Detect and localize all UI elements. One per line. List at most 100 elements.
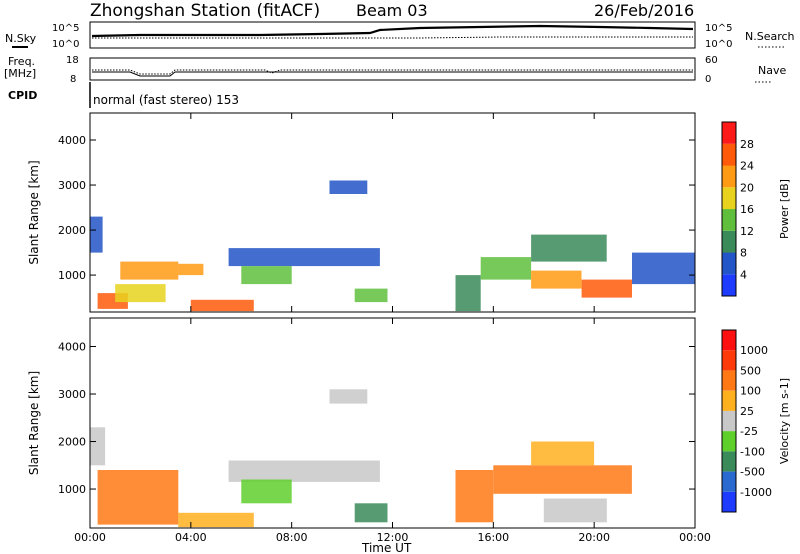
velocity-panel: 1000 2000 3000 4000 Slant Range [km] 1000 500 1… xyxy=(27,317,791,529)
colorbar-tick-label: -1000 xyxy=(740,486,772,499)
x-tick-label: 08:00 xyxy=(276,531,308,544)
colorbar-segment xyxy=(722,330,736,351)
y-tick-label: 2000 xyxy=(58,436,86,449)
freq-unit: [MHz] xyxy=(4,67,36,80)
scatter-region xyxy=(455,470,494,523)
panel-frame xyxy=(89,317,696,529)
x-tick-label: 16:00 xyxy=(477,531,509,544)
colorbar-tick-label: 16 xyxy=(740,203,754,216)
colorbar-frame xyxy=(721,329,737,513)
power-panel: 1000 2000 3000 4000 Slant Range [km] 4 8 12 16 20… xyxy=(27,112,791,313)
nave-line xyxy=(92,71,693,77)
nsky-label: N.Sky xyxy=(5,32,37,45)
time-axis: 00:00 04:00 08:00 12:00 16:00 20:00 00:00 xyxy=(74,113,711,544)
colorbar-tick-label: -100 xyxy=(740,445,765,458)
y-tick-label: 3000 xyxy=(58,388,86,401)
colorbar-tick-label: -500 xyxy=(740,466,765,479)
scatter-region xyxy=(531,441,595,466)
colorbar-segment xyxy=(722,350,736,371)
scatter-region xyxy=(190,299,254,312)
nave-label: Nave xyxy=(758,64,786,77)
freq-label: Freq. xyxy=(8,55,35,68)
scatter-region xyxy=(354,288,388,303)
colorbar-tick-label: 100 xyxy=(740,385,761,398)
scatter-region xyxy=(178,263,204,276)
colorbar-segment xyxy=(722,431,736,452)
x-tick-label: 00:00 xyxy=(679,531,711,544)
x-tick-label: 00:00 xyxy=(74,531,106,544)
scatter-region xyxy=(178,512,254,528)
freq-tick-bottom: 8 xyxy=(70,74,76,85)
scatter-region xyxy=(329,180,368,194)
scatter-region xyxy=(228,248,380,267)
scatter-region xyxy=(632,252,695,285)
scatter-region xyxy=(480,257,532,280)
scatter-region xyxy=(581,279,632,298)
noise-sky-line xyxy=(91,24,694,38)
cpid-label: CPID xyxy=(8,89,37,102)
scatter-region xyxy=(329,389,368,404)
colorbar-segment xyxy=(722,370,736,391)
station-title: Zhongshan Station (fitACF) xyxy=(90,1,320,21)
x-tick-label: 20:00 xyxy=(578,531,610,544)
colorbar-segment xyxy=(722,471,736,492)
y-tick-label: 3000 xyxy=(58,179,86,192)
scatter-region xyxy=(241,479,292,504)
y-tick-label: 4000 xyxy=(58,341,86,354)
colorbar-tick-label: 28 xyxy=(740,138,754,151)
colorbar-tick-label: 500 xyxy=(740,364,761,377)
colorbar-segment xyxy=(722,230,736,253)
colorbar-tick-label: 1000 xyxy=(740,344,768,357)
colorbar-segment xyxy=(722,390,736,411)
colorbar-label: Power [dB] xyxy=(778,179,791,239)
scatter-region xyxy=(115,284,166,303)
scatter-region xyxy=(531,270,582,289)
scatter-region xyxy=(120,261,179,280)
time-axis-label: Time UT xyxy=(361,541,412,554)
colorbar-segment xyxy=(722,122,736,144)
scatter-region xyxy=(531,234,607,262)
freq-line xyxy=(92,69,693,75)
noise-tick-right-top: 10^5 xyxy=(705,23,732,34)
noise-tick-left-bottom: 10^0 xyxy=(52,39,79,50)
y-axis-label: Slant Range [km] xyxy=(27,371,41,475)
colorbar-tick-label: 4 xyxy=(740,268,747,281)
colorbar-tick-label: 24 xyxy=(740,160,754,173)
noise-tick-right-bottom: 10^0 xyxy=(705,39,732,50)
y-tick-label: 4000 xyxy=(58,134,86,147)
beam-label: Beam 03 xyxy=(356,1,428,20)
colorbar-segment xyxy=(722,143,736,166)
scatter-region xyxy=(455,275,481,312)
y-tick-label: 2000 xyxy=(58,224,86,237)
colorbar-tick-label: 8 xyxy=(740,247,747,260)
y-axis-label: Slant Range [km] xyxy=(27,160,41,264)
noise-tick-left-top: 10^5 xyxy=(52,23,79,34)
nave-tick-bottom: 0 xyxy=(705,74,711,85)
scatter-region xyxy=(90,427,106,466)
scatter-region xyxy=(90,216,103,253)
colorbar-segment xyxy=(722,451,736,472)
colorbar-tick-label: 25 xyxy=(740,405,754,418)
scatter-region xyxy=(241,266,292,285)
x-tick-label: 12:00 xyxy=(377,531,409,544)
colorbar-segment xyxy=(722,491,736,512)
colorbar-segment xyxy=(722,209,736,231)
noise-search-line xyxy=(92,36,693,39)
scatter-region xyxy=(354,503,388,523)
colorbar-segment xyxy=(722,252,736,275)
nsearch-label: N.Search xyxy=(745,30,795,43)
colorbar-tick-label: 20 xyxy=(740,181,754,194)
colorbar-segment xyxy=(722,187,736,210)
noise-panel xyxy=(89,21,696,49)
x-tick-label: 04:00 xyxy=(175,531,207,544)
nave-tick-top: 60 xyxy=(705,55,718,66)
colorbar-segment xyxy=(722,274,736,297)
y-tick-label: 1000 xyxy=(58,483,86,496)
freq-panel xyxy=(89,57,696,81)
cpid-text: normal (fast stereo) 153 xyxy=(93,93,239,107)
colorbar-label: Velocity [m s-1] xyxy=(778,378,791,464)
scatter-region xyxy=(543,498,607,523)
colorbar-segment xyxy=(722,410,736,432)
colorbar-frame xyxy=(721,121,737,297)
